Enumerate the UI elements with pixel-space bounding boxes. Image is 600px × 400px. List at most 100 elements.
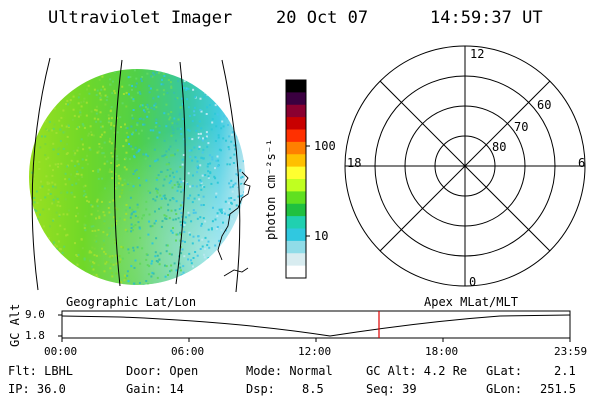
globe-speckle — [122, 93, 125, 95]
globe-speckle — [192, 235, 195, 238]
globe-speckle — [53, 243, 56, 246]
globe-speckle — [115, 220, 118, 223]
longitude-line — [113, 59, 123, 287]
globe-speckle — [211, 118, 214, 120]
globe-speckle — [112, 80, 114, 83]
globe-speckle — [172, 218, 175, 221]
globe-speckle — [192, 211, 195, 214]
globe-speckle — [121, 189, 124, 192]
globe-speckle — [225, 241, 228, 244]
globe-speckle — [231, 74, 234, 77]
globe-speckle — [137, 221, 140, 224]
globe-speckle — [182, 117, 184, 120]
globe-speckle — [96, 89, 99, 92]
globe-speckle — [202, 204, 205, 206]
globe-speckle — [127, 76, 130, 79]
globe-speckle — [81, 158, 84, 161]
globe-speckle — [207, 142, 210, 145]
globe-speckle — [98, 145, 101, 148]
globe-speckle — [195, 75, 198, 78]
globe-speckle — [179, 127, 182, 130]
globe-speckle — [97, 170, 100, 173]
globe-speckle — [217, 136, 220, 139]
globe-speckle — [216, 212, 219, 215]
globe-speckle — [65, 103, 67, 105]
globe-speckle — [33, 201, 36, 204]
globe-speckle — [61, 251, 64, 254]
globe-speckle — [103, 155, 106, 158]
globe-speckle — [188, 137, 191, 140]
globe-speckle — [187, 106, 190, 109]
globe-speckle — [140, 80, 143, 83]
globe-speckle — [109, 267, 112, 270]
globe-speckle — [189, 233, 191, 236]
globe-speckle — [168, 181, 171, 184]
globe-speckle — [95, 70, 98, 73]
globe-speckle — [82, 100, 85, 103]
globe-speckle — [94, 229, 97, 232]
globe-speckle — [39, 281, 42, 284]
globe-speckle — [125, 212, 128, 215]
globe-speckle — [134, 85, 137, 88]
globe-speckle — [139, 236, 142, 239]
globe-speckle — [111, 224, 114, 227]
globe-speckle — [90, 131, 93, 134]
globe-speckle — [140, 129, 143, 132]
globe-speckle — [203, 256, 206, 259]
globe-speckle — [73, 84, 76, 86]
globe-speckle — [183, 86, 186, 89]
colorbar-unit-label: photon cm⁻²s⁻¹ — [264, 138, 278, 240]
globe-speckle — [145, 200, 148, 203]
globe-speckle — [142, 118, 145, 121]
globe-speckle — [147, 137, 150, 140]
globe-speckle — [87, 134, 90, 137]
globe-speckle — [223, 106, 226, 109]
globe-speckle — [55, 211, 58, 214]
globe-speckle — [39, 85, 42, 88]
globe-speckle — [99, 111, 102, 114]
globe-speckle — [49, 279, 52, 282]
globe-speckle — [77, 283, 80, 285]
globe-speckle — [108, 117, 110, 120]
globe-speckle — [137, 216, 140, 219]
globe-speckle — [219, 210, 222, 213]
globe-speckle — [117, 182, 120, 185]
globe-speckle — [217, 165, 220, 168]
globe-speckle — [142, 284, 145, 285]
globe-speckle — [214, 140, 217, 142]
globe-speckle — [51, 174, 54, 177]
globe-speckle — [75, 182, 78, 185]
globe-speckle — [155, 178, 158, 181]
globe-speckle — [194, 156, 197, 159]
globe-speckle — [55, 272, 58, 275]
globe-speckle — [226, 251, 229, 254]
globe-speckle — [187, 87, 190, 90]
globe-speckle — [74, 175, 77, 178]
globe-speckle — [204, 220, 207, 223]
globe-speckle — [128, 188, 131, 191]
globe-speckle — [152, 72, 155, 75]
globe-speckle — [229, 156, 232, 159]
globe-speckle — [72, 95, 75, 98]
globe-speckle — [44, 120, 47, 123]
globe-speckle — [81, 143, 84, 146]
globe-speckle — [173, 91, 176, 94]
globe-speckle — [70, 273, 73, 276]
globe-speckle — [128, 93, 130, 96]
globe-speckle — [58, 119, 61, 122]
globe-speckle — [47, 192, 50, 195]
globe-speckle — [192, 88, 195, 91]
globe-speckle — [196, 171, 199, 174]
globe-speckle — [201, 151, 204, 154]
timeline-axis-label: GC Alt — [8, 303, 22, 347]
globe-speckle — [239, 110, 242, 113]
globe-speckle — [49, 193, 52, 195]
globe-speckle — [95, 240, 98, 243]
globe-speckle — [177, 217, 180, 220]
globe-speckle — [116, 165, 119, 167]
globe-speckle — [32, 177, 35, 180]
globe-speckle — [167, 79, 170, 81]
globe-speckle — [235, 112, 238, 115]
globe-speckle — [155, 187, 157, 190]
globe-speckle — [230, 197, 233, 199]
